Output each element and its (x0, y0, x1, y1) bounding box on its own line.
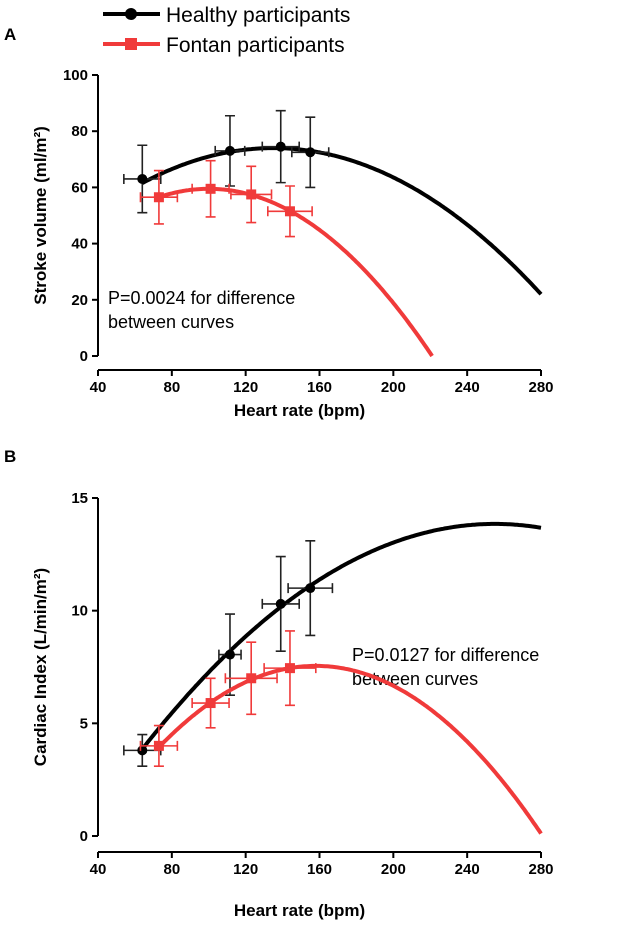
data-point (246, 673, 257, 684)
fit-curve (140, 521, 542, 751)
data-point (224, 145, 235, 156)
legend-label: Healthy participants (166, 4, 350, 27)
y-tick-label: 80 (71, 123, 88, 140)
data-point (305, 583, 316, 594)
x-tick-label: 200 (381, 861, 406, 878)
legend-marker (125, 8, 137, 20)
annotation: P=0.0127 for difference (352, 645, 539, 665)
x-tick-label: 120 (233, 861, 258, 878)
x-tick-label: 240 (455, 379, 480, 396)
y-axis-label: Cardiac Index (L/min/m²) (31, 568, 50, 766)
data-point (205, 183, 216, 194)
annotation: between curves (108, 312, 234, 332)
data-point (224, 649, 235, 660)
y-tick-label: 5 (80, 715, 88, 732)
y-tick-label: 20 (71, 292, 88, 309)
y-tick-label: 0 (80, 828, 88, 845)
data-point (137, 745, 148, 756)
annotation: P=0.0024 for difference (108, 288, 295, 308)
x-tick-label: 280 (528, 861, 553, 878)
data-point (275, 598, 286, 609)
y-tick-label: 15 (71, 490, 88, 507)
y-axis-label: Stroke volume (ml/m²) (31, 126, 50, 305)
x-tick-label: 80 (163, 379, 180, 396)
data-point (153, 192, 164, 203)
y-tick-label: 10 (71, 603, 88, 620)
y-tick-label: 40 (71, 236, 88, 253)
x-tick-label: 80 (163, 861, 180, 878)
x-tick-label: 40 (90, 861, 107, 878)
x-tick-label: 240 (455, 861, 480, 878)
x-tick-label: 160 (307, 379, 332, 396)
data-point (246, 189, 257, 200)
fit-curve (141, 146, 543, 296)
x-tick-label: 120 (233, 379, 258, 396)
x-tick-label: 40 (90, 379, 107, 396)
y-tick-label: 60 (71, 179, 88, 196)
data-point (275, 141, 286, 152)
y-tick-label: 100 (63, 67, 88, 84)
data-point (153, 740, 164, 751)
x-tick-label: 280 (528, 379, 553, 396)
panel-label: B (4, 447, 16, 466)
data-point (284, 206, 295, 217)
data-point (284, 663, 295, 674)
data-point (205, 698, 216, 709)
legend-marker (125, 38, 137, 50)
fit-curve (157, 663, 543, 835)
y-tick-label: 0 (80, 348, 88, 365)
panel-label: A (4, 25, 16, 44)
data-point (305, 147, 316, 158)
annotation: between curves (352, 669, 478, 689)
x-tick-label: 160 (307, 861, 332, 878)
x-tick-label: 200 (381, 379, 406, 396)
legend-label: Fontan participants (166, 34, 345, 57)
x-axis-label: Heart rate (bpm) (234, 401, 365, 420)
data-point (137, 173, 148, 184)
x-axis-label: Heart rate (bpm) (234, 901, 365, 920)
